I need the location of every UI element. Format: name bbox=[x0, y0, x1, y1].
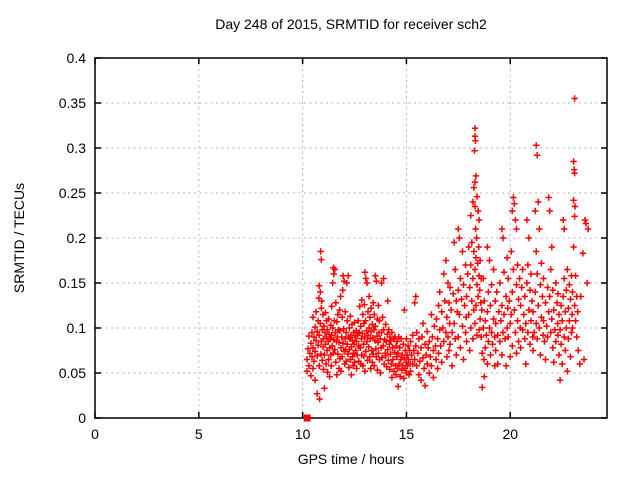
plot-border bbox=[94, 57, 608, 419]
y-tick-label: 0 bbox=[78, 409, 86, 426]
y-tick-label: 0.2 bbox=[66, 229, 86, 246]
y-tick-label: 0.1 bbox=[66, 319, 86, 336]
scatter-points bbox=[303, 95, 592, 403]
x-tick-label: 10 bbox=[294, 426, 311, 442]
y-tick-label: 0.25 bbox=[58, 184, 86, 201]
x-tick-label: 15 bbox=[398, 426, 415, 442]
y-tick-label: 0.35 bbox=[58, 94, 86, 111]
x-tick-label: 5 bbox=[194, 426, 203, 442]
y-tick-label: 0.15 bbox=[58, 274, 86, 291]
y-tick-label: 0.05 bbox=[58, 364, 86, 381]
y-tick-label: 0.4 bbox=[66, 49, 86, 66]
zero-point-marker bbox=[303, 414, 311, 422]
x-tick-label: 0 bbox=[91, 426, 99, 442]
x-axis-title: GPS time / hours bbox=[297, 451, 405, 467]
y-tick-label: 0.3 bbox=[66, 139, 86, 156]
chart-title: Day 248 of 2015, SRMTID for receiver sch… bbox=[215, 16, 487, 32]
x-tick-label: 20 bbox=[502, 426, 519, 442]
